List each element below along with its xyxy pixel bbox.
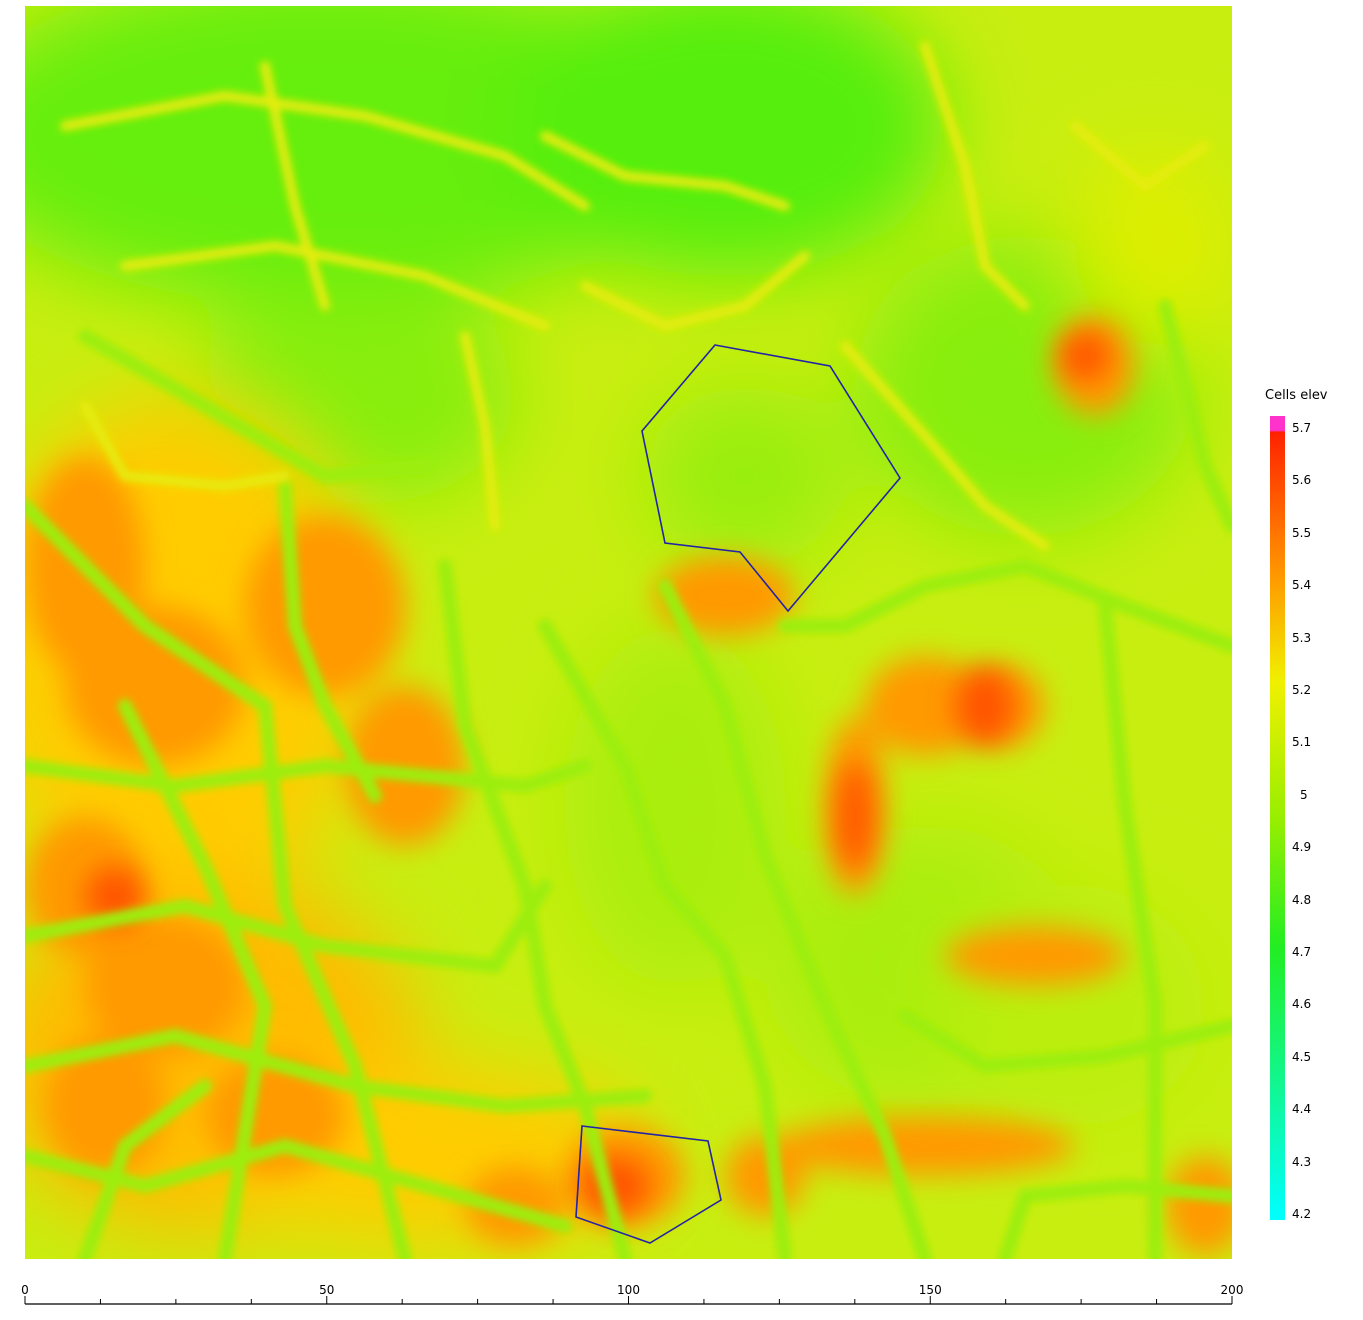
scale-label: 100 [617,1283,640,1297]
elevation-map[interactable] [25,6,1232,1259]
ridge-network [60,41,1210,551]
legend-label: 5 [1300,787,1308,802]
legend-label: 4.5 [1292,1049,1312,1064]
legend-label: 5.6 [1292,473,1312,488]
legend-label: 4.4 [1292,1102,1312,1117]
legend-title: Cells elev [1265,388,1328,403]
lower-polygon[interactable] [575,1125,722,1244]
legend-label: 5.3 [1292,630,1312,645]
legend-label: 4.6 [1292,997,1312,1012]
legend-label: 5.5 [1292,525,1312,540]
scale-ticks [24,1296,1233,1304]
legend-label: 5.2 [1292,683,1312,697]
scale-label: 0 [21,1283,29,1297]
legend-label: 5.1 [1292,735,1312,750]
legend-label: 5.4 [1292,578,1312,593]
legend-label: 4.3 [1292,1154,1312,1169]
scale-labels: 0 50 100 150 200 [21,1283,1243,1297]
scale-label: 50 [319,1283,334,1297]
legend-label: 4.7 [1292,945,1312,959]
legend: Cells elev 5.7 5.6 5.5 5.4 5.3 5.2 5.1 5 4.9 4.8 4… [1262,386,1352,1226]
scale-label: 150 [919,1283,942,1297]
color-ramp [1270,416,1285,1220]
legend-label: 4.2 [1292,1207,1312,1221]
legend-label: 4.9 [1292,840,1312,855]
legend-label: 4.8 [1292,892,1312,907]
scale-bar: 0 50 100 150 200 [21,1283,1243,1305]
lowland-network [25,299,1232,1259]
upper-polygon[interactable] [641,344,901,613]
scale-label: 200 [1221,1283,1244,1297]
legend-label: 5.7 [1292,421,1312,435]
